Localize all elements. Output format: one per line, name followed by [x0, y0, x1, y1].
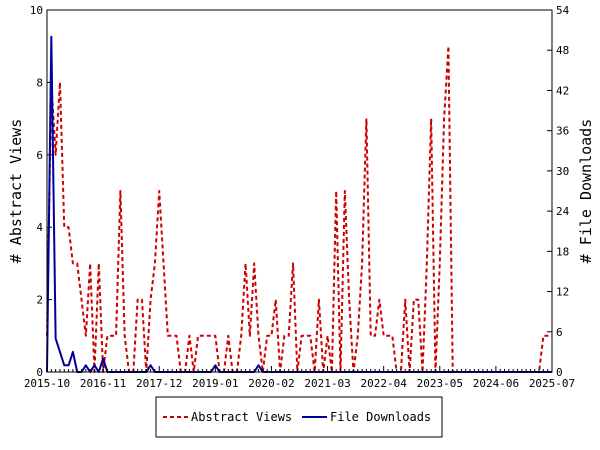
left-tick-label: 2 — [36, 294, 43, 307]
right-tick-label: 48 — [556, 44, 569, 57]
x-tick-label: 2023-05 — [417, 377, 463, 390]
x-tick-label: 2016-11 — [80, 377, 126, 390]
left-tick-label: 6 — [36, 149, 43, 162]
x-tick-label: 2022-04 — [360, 377, 407, 390]
left-axis-title: # Abstract Views — [7, 119, 25, 264]
x-tick-label: 2017-12 — [136, 377, 182, 390]
x-tick-label: 2020-02 — [248, 377, 294, 390]
x-tick-label: 2025-07 — [529, 377, 575, 390]
plot-frame — [46, 9, 553, 373]
legend: Abstract Views File Downloads — [155, 396, 443, 438]
x-tick-label: 2015-10 — [24, 377, 70, 390]
right-tick-label: 6 — [556, 326, 563, 339]
right-tick-label: 42 — [556, 84, 569, 97]
right-tick-label: 12 — [556, 286, 569, 299]
x-tick-label: 2021-03 — [304, 377, 350, 390]
left-tick-label: 4 — [36, 221, 43, 234]
legend-label-file-downloads: File Downloads — [330, 410, 431, 424]
right-tick-label: 30 — [556, 165, 569, 178]
x-tick-label: 2024-06 — [473, 377, 519, 390]
left-tick-label: 8 — [36, 76, 43, 89]
right-tick-label: 0 — [556, 366, 563, 379]
right-tick-label: 18 — [556, 245, 569, 258]
right-tick-label: 54 — [556, 4, 570, 17]
right-axis-title: # File Downloads — [577, 119, 595, 264]
legend-box — [155, 396, 443, 438]
right-tick-label: 24 — [556, 205, 570, 218]
legend-label-abstract-views: Abstract Views — [191, 410, 292, 424]
right-tick-label: 36 — [556, 125, 569, 138]
left-tick-label: 0 — [36, 366, 43, 379]
x-tick-label: 2019-01 — [192, 377, 238, 390]
left-tick-label: 10 — [30, 4, 43, 17]
